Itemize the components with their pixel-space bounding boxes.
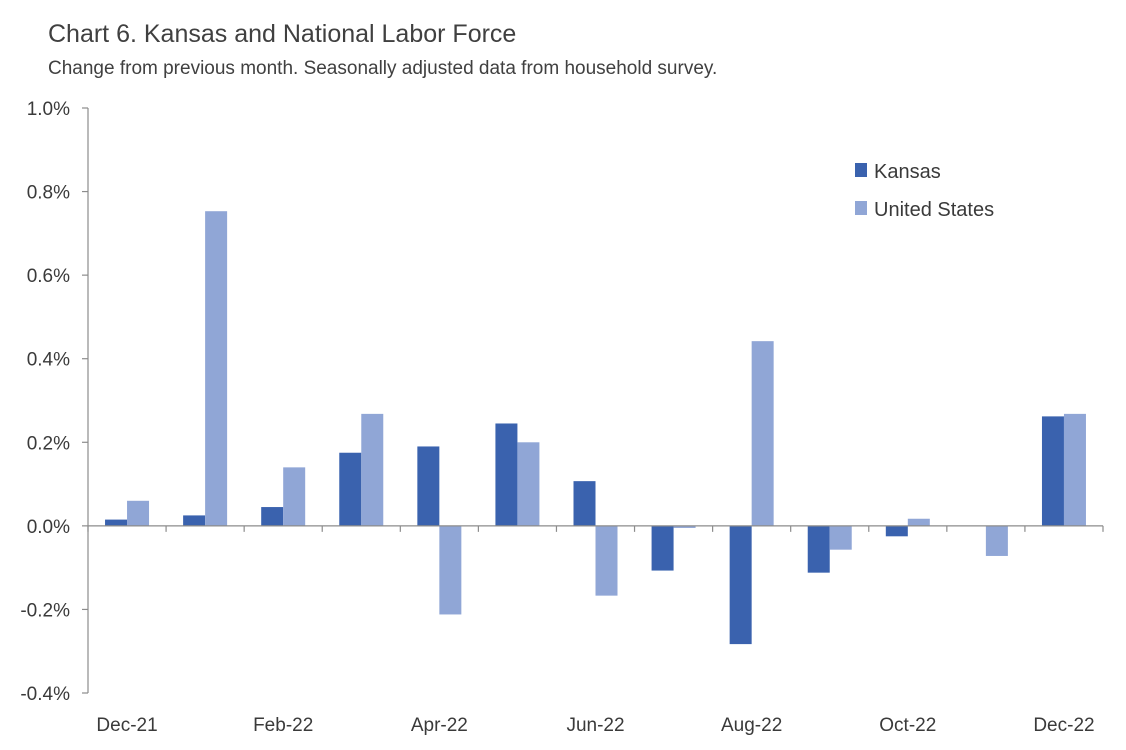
bars — [105, 211, 1086, 645]
us-bar-dec-21 — [127, 500, 150, 526]
x-tick-label: Apr-22 — [411, 715, 468, 736]
y-tick-label: 0.2% — [27, 433, 70, 454]
x-axis: Dec-21 Feb-22 Apr-22 Jun-22 Aug-22 Oct-22 Dec-… — [87, 525, 1104, 736]
us-bar-mar-22 — [361, 413, 384, 526]
kansas-bar-sep-22 — [807, 525, 830, 573]
x-tick-label: Aug-22 — [721, 715, 782, 736]
y-tick-label: -0.2% — [20, 600, 70, 621]
kansas-bar-aug-22 — [729, 525, 752, 645]
kansas-bar-apr-22 — [417, 446, 440, 526]
x-tick-label: Oct-22 — [879, 715, 936, 736]
kansas-bar-mar-22 — [339, 452, 362, 526]
us-bar-nov-22 — [985, 525, 1008, 556]
kansas-bar-oct-22 — [885, 525, 908, 537]
chart-subtitle: Change from previous month. Seasonally a… — [48, 58, 718, 79]
us-bar-oct-22 — [907, 518, 930, 526]
kansas-bar-jul-22 — [651, 525, 674, 571]
legend-swatch — [855, 201, 867, 215]
chart-title: Chart 6. Kansas and National Labor Force — [48, 20, 517, 48]
us-bar-dec-22 — [1063, 413, 1086, 526]
kansas-bar-jan-22 — [183, 515, 206, 526]
y-tick-label: 0.4% — [27, 350, 70, 371]
kansas-bar-dec-21 — [105, 519, 128, 526]
x-tick-label: Dec-22 — [1033, 715, 1094, 736]
us-bar-jan-22 — [205, 211, 228, 526]
us-bar-apr-22 — [439, 525, 462, 615]
y-tick-label: -0.4% — [20, 684, 70, 705]
us-bar-sep-22 — [829, 525, 852, 550]
us-bar-jun-22 — [595, 525, 618, 596]
us-bar-aug-22 — [751, 341, 774, 526]
us-bar-jul-22 — [673, 525, 696, 528]
legend-swatch — [855, 163, 867, 177]
y-tick-label: 0.0% — [27, 517, 70, 538]
legend-label: Kansas — [874, 161, 941, 183]
y-tick-label: 0.6% — [27, 266, 70, 287]
x-tick-label: Dec-21 — [96, 715, 157, 736]
legend-label: United States — [874, 199, 994, 221]
legend: Kansas United States — [855, 161, 994, 221]
kansas-bar-jun-22 — [573, 481, 596, 526]
kansas-bar-feb-22 — [261, 507, 284, 526]
y-axis: -0.4% -0.2% 0.0% 0.2% 0.4% 0.6% 0.8% 1.0% — [20, 99, 89, 705]
kansas-bar-dec-22 — [1041, 416, 1064, 526]
y-tick-label: 0.8% — [27, 183, 70, 204]
y-tick-label: 1.0% — [27, 99, 70, 120]
x-tick-label: Feb-22 — [253, 715, 313, 736]
us-bar-may-22 — [517, 442, 540, 526]
x-tick-label: Jun-22 — [566, 715, 624, 736]
kansas-bar-may-22 — [495, 423, 518, 526]
us-bar-feb-22 — [283, 467, 306, 526]
